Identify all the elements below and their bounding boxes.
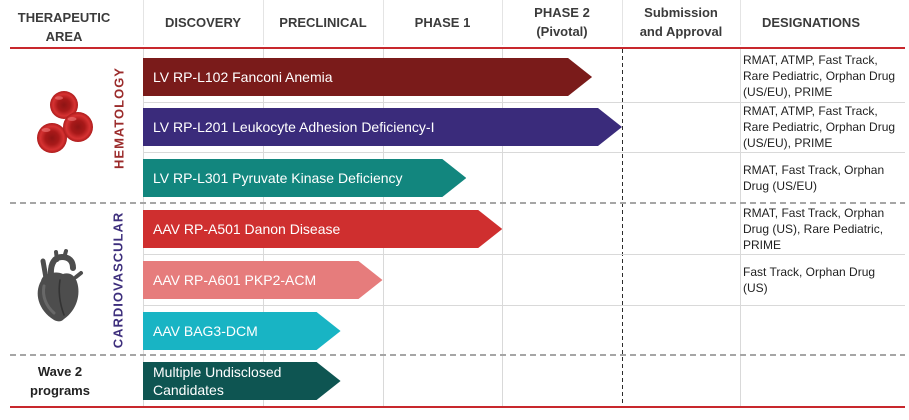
program-bar-aav-rp-a501: AAV RP-A501 Danon Disease: [143, 210, 502, 248]
designations-lv-rp-l102: RMAT, ATMP, Fast Track, Rare Pediatric, …: [743, 49, 905, 102]
program-bar-lv-rp-l102: LV RP-L102 Fanconi Anemia: [143, 58, 592, 96]
grid-row-line: [143, 152, 905, 153]
header-designations: DESIGNATIONS: [740, 0, 882, 44]
stage-header-label: PHASE 1: [414, 14, 471, 30]
stage-header-label: Submission: [644, 5, 718, 20]
footer-rule: [10, 406, 905, 408]
program-bar-label: Candidates: [153, 382, 224, 398]
designation-line: RMAT, ATMP, Fast Track,: [743, 52, 878, 67]
grid-row-line: [143, 102, 905, 103]
designation-line: RMAT, ATMP, Fast Track,: [743, 104, 878, 118]
grid-column-line: [740, 49, 741, 406]
stage-header-label: PHASE 2: [534, 5, 590, 20]
heart-icon: [37, 249, 83, 322]
program-bar-label: AAV RP-A501 Danon Disease: [153, 221, 341, 237]
header-therapeutic-area: THERAPEUTIC AREA: [4, 5, 124, 49]
header-separator: [502, 0, 503, 45]
designation-line: RMAT, Fast Track, Orphan: [743, 162, 885, 177]
header-separator: [263, 0, 264, 45]
header-therapeutic-area-line: THERAPEUTIC: [17, 10, 111, 25]
stage-header-label: DISCOVERY: [164, 14, 242, 30]
program-bar-label: LV RP-L102 Fanconi Anemia: [153, 69, 333, 85]
stage-header-preclinical: PRECLINICAL: [263, 0, 383, 44]
area-label-hematology: HEMATOLOGY: [111, 67, 127, 169]
designations-lv-rp-l201: RMAT, ATMP, Fast Track, Rare Pediatric, …: [743, 102, 905, 152]
designation-line: Rare Pediatric, Orphan Drug: [743, 120, 896, 134]
area-divider-dashed: [10, 354, 905, 356]
designation-line: RMAT, Fast Track, Orphan: [743, 205, 885, 220]
program-bar-label: LV RP-L301 Pyruvate Kinase Deficiency: [153, 170, 403, 186]
program-bar-label: Multiple Undisclosed: [153, 364, 282, 380]
header-separator: [622, 0, 623, 45]
program-bar-lv-rp-l301: LV RP-L301 Pyruvate Kinase Deficiency: [143, 159, 466, 197]
designation-line: (US/EU), PRIME: [743, 84, 833, 99]
header-separator: [740, 0, 741, 45]
header-therapeutic-area-line: AREA: [45, 29, 83, 44]
blood-cells-icon: [37, 91, 93, 153]
program-bar-label: AAV RP-A601 PKP2-ACM: [153, 272, 317, 288]
header-designations-label: DESIGNATIONS: [762, 14, 860, 30]
designation-line: Drug (US), Rare Pediatric,: [743, 221, 884, 236]
stage-header-label: and Approval: [639, 24, 723, 39]
program-bar-aav-rp-a601: AAV RP-A601 PKP2-ACM: [143, 261, 383, 299]
stage-header-discovery: DISCOVERY: [143, 0, 263, 44]
area-label-cardiovascular: CARDIOVASCULAR: [110, 211, 126, 349]
program-bar-aav-bag3: AAV BAG3-DCM: [143, 312, 341, 350]
designation-line: (US/EU), PRIME: [743, 136, 833, 150]
designation-line: (US): [743, 280, 768, 295]
designation-line: PRIME: [743, 237, 782, 252]
header-rule: [10, 47, 905, 49]
program-bar-undisclosed: Multiple Undisclosed Candidates: [143, 362, 341, 400]
area-label-line: Wave 2: [37, 364, 83, 379]
stage-header-label: PRECLINICAL: [279, 14, 367, 30]
grid-column-line: [502, 49, 503, 406]
grid-row-line: [143, 305, 905, 306]
grid-row-line: [143, 254, 905, 255]
area-label-wave-2: Wave 2 programs: [0, 362, 120, 400]
stage-header-submission: Submission and Approval: [622, 0, 740, 44]
program-bar-label: LV RP-L201 Leukocyte Adhesion Deficiency…: [153, 119, 435, 135]
program-bar-lv-rp-l201: LV RP-L201 Leukocyte Adhesion Deficiency…: [143, 108, 622, 146]
header-separator: [383, 0, 384, 45]
stage-header-phase-1: PHASE 1: [383, 0, 502, 44]
program-bar-label: AAV BAG3-DCM: [153, 323, 258, 339]
designations-lv-rp-l301: RMAT, Fast Track, Orphan Drug (US/EU): [743, 152, 905, 203]
area-label-line: programs: [30, 383, 90, 398]
area-divider-dashed: [10, 202, 905, 204]
designations-aav-rp-a601: Fast Track, Orphan Drug (US): [743, 254, 905, 305]
stage-header-label: (Pivotal): [536, 24, 588, 39]
designation-line: Drug (US/EU): [743, 178, 818, 193]
approval-divider-dashed: [622, 49, 623, 406]
stage-header-phase-2: PHASE 2 (Pivotal): [502, 0, 622, 44]
designation-line: Fast Track, Orphan Drug: [743, 264, 876, 279]
designation-line: Rare Pediatric, Orphan Drug: [743, 68, 896, 83]
designations-aav-rp-a501: RMAT, Fast Track, Orphan Drug (US), Rare…: [743, 203, 905, 254]
header-separator: [143, 0, 144, 45]
